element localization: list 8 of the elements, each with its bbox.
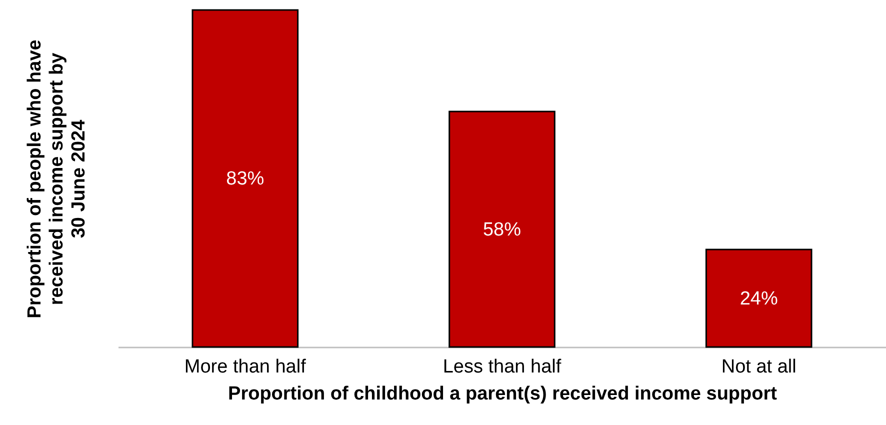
x-tick-label: More than half [184, 356, 307, 378]
data-label: 83% [226, 168, 264, 190]
x-tick-label: Less than half [442, 356, 562, 378]
y-axis-title: Proportion of people who have received income support by 30 June 2024 [24, 40, 90, 318]
data-label: 24% [740, 288, 778, 310]
x-axis-title: Proportion of childhood a parent(s) received income support [228, 384, 778, 404]
x-tick-label: Not at all [721, 356, 796, 378]
data-label: 58% [482, 219, 522, 240]
